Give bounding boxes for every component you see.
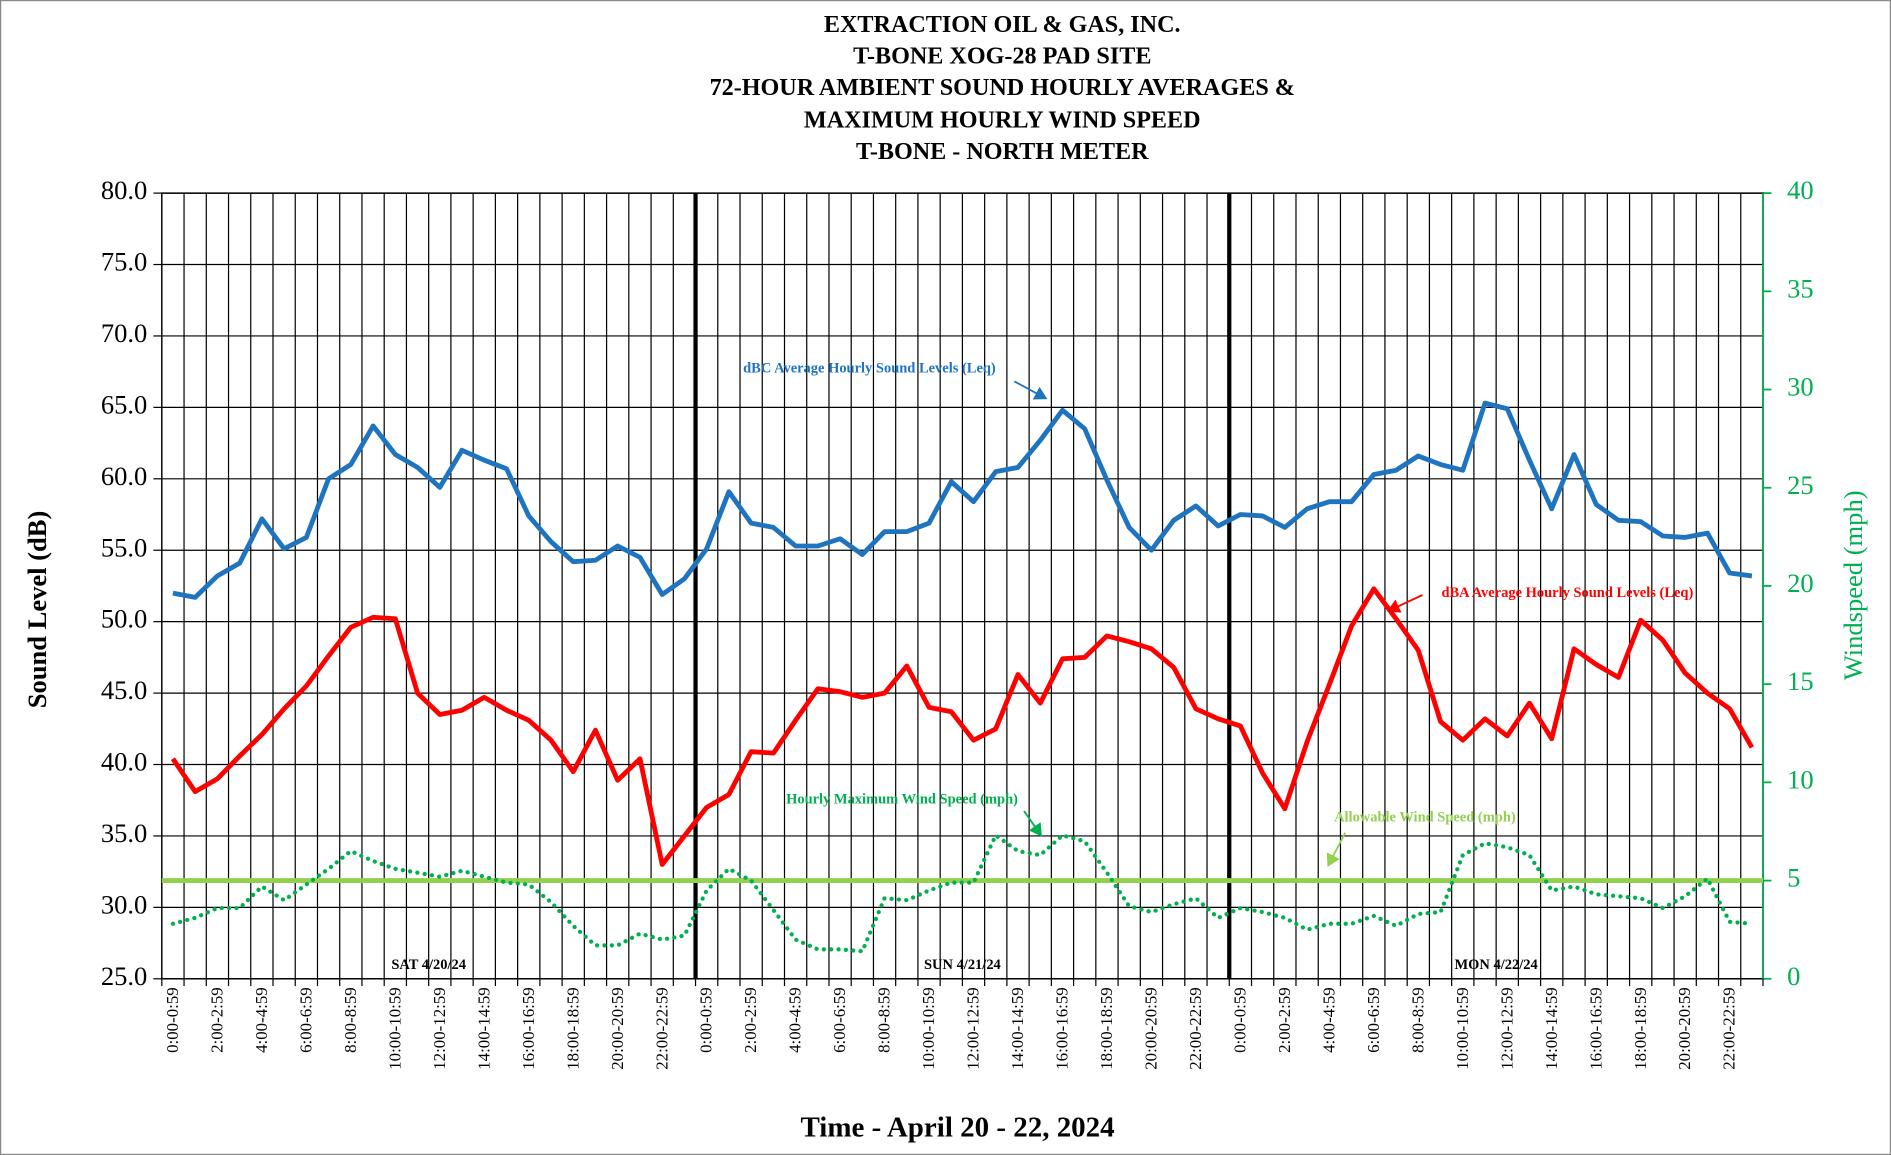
x-tick-label: 4:00-4:59 bbox=[786, 987, 805, 1053]
x-tick-label: 16:00-16:59 bbox=[519, 987, 538, 1070]
x-tick-label: 22:00-22:59 bbox=[1720, 987, 1739, 1070]
x-tick-label: 4:00-4:59 bbox=[252, 987, 271, 1053]
x-tick-label: 20:00-20:59 bbox=[608, 987, 627, 1070]
annotation-arrow bbox=[1013, 380, 1048, 400]
chart-title: EXTRACTION OIL & GAS, INC. bbox=[824, 11, 1181, 38]
x-tick-label: 18:00-18:59 bbox=[1097, 987, 1116, 1070]
x-tick-label: 4:00-4:59 bbox=[1319, 987, 1338, 1053]
annotation-arrow bbox=[1387, 594, 1423, 613]
x-tick-label: 20:00-20:59 bbox=[1675, 987, 1694, 1070]
y2-tick-label: 10 bbox=[1787, 764, 1814, 794]
x-tick-label: 18:00-18:59 bbox=[1631, 987, 1650, 1070]
x-tick-label: 10:00-10:59 bbox=[919, 987, 938, 1070]
annotation: Allowable Wind Speed (mph) bbox=[1334, 810, 1516, 826]
y2-tick-label: 25 bbox=[1787, 470, 1814, 500]
y2-tick-label: 20 bbox=[1787, 568, 1814, 598]
x-tick-label: 20:00-20:59 bbox=[1142, 987, 1161, 1070]
x-tick-label: 8:00-8:59 bbox=[1408, 987, 1427, 1053]
y2-tick-label: 0 bbox=[1787, 961, 1800, 991]
series-line bbox=[170, 833, 1755, 954]
y2-tick-label: 35 bbox=[1787, 273, 1814, 303]
annotation: Hourly Maximum Wind Speed (mph) bbox=[786, 792, 1018, 808]
day-label: SUN 4/21/24 bbox=[924, 957, 1001, 973]
y2-axis-title: Windspeed (mph) bbox=[1838, 490, 1868, 680]
y-tick-label: 75.0 bbox=[101, 247, 147, 277]
y2-tick-label: 5 bbox=[1787, 863, 1800, 893]
x-tick-label: 2:00-2:59 bbox=[1275, 987, 1294, 1053]
chart-title: 72-HOUR AMBIENT SOUND HOURLY AVERAGES & bbox=[710, 74, 1295, 101]
y-tick-label: 80.0 bbox=[101, 175, 147, 205]
x-tick-label: 16:00-16:59 bbox=[1586, 987, 1605, 1070]
y-tick-label: 60.0 bbox=[101, 461, 147, 491]
x-tick-label: 6:00-6:59 bbox=[830, 987, 849, 1053]
series-line bbox=[172, 400, 1753, 600]
y-tick-label: 35.0 bbox=[101, 818, 147, 848]
x-tick-label: 2:00-2:59 bbox=[207, 987, 226, 1053]
chart-title: MAXIMUM HOURLY WIND SPEED bbox=[804, 106, 1201, 133]
x-tick-label: 0:00-0:59 bbox=[163, 987, 182, 1053]
y-tick-label: 55.0 bbox=[101, 532, 147, 562]
x-tick-label: 12:00-12:59 bbox=[1497, 987, 1516, 1070]
x-tick-label: 0:00-0:59 bbox=[697, 987, 716, 1053]
x-tick-label: 10:00-10:59 bbox=[1453, 987, 1472, 1070]
x-tick-label: 14:00-14:59 bbox=[1542, 987, 1561, 1070]
x-axis-title: Time - April 20 - 22, 2024 bbox=[800, 1111, 1114, 1143]
day-label: MON 4/22/24 bbox=[1455, 957, 1538, 973]
series-line bbox=[170, 586, 1754, 867]
y-tick-label: 65.0 bbox=[101, 389, 147, 419]
chart-title: T-BONE XOG-28 PAD SITE bbox=[853, 42, 1151, 69]
x-tick-label: 22:00-22:59 bbox=[1186, 987, 1205, 1070]
annotation: dBC Average Hourly Sound Levels (Leq) bbox=[743, 361, 996, 377]
x-tick-label: 22:00-22:59 bbox=[652, 987, 671, 1070]
y-tick-label: 30.0 bbox=[101, 889, 147, 919]
y-axis-title: Sound Level (dB) bbox=[22, 511, 52, 709]
y2-tick-label: 30 bbox=[1787, 372, 1814, 402]
annotation-arrow bbox=[1326, 832, 1346, 867]
x-tick-label: 14:00-14:59 bbox=[1008, 987, 1027, 1070]
y2-tick-label: 40 bbox=[1787, 175, 1814, 205]
x-tick-label: 8:00-8:59 bbox=[341, 987, 360, 1053]
x-tick-label: 8:00-8:59 bbox=[875, 987, 894, 1053]
x-tick-label: 12:00-12:59 bbox=[964, 987, 983, 1070]
y-tick-label: 45.0 bbox=[101, 675, 147, 705]
x-tick-label: 6:00-6:59 bbox=[296, 987, 315, 1053]
x-tick-label: 6:00-6:59 bbox=[1364, 987, 1383, 1053]
y-tick-label: 40.0 bbox=[101, 747, 147, 777]
x-tick-label: 16:00-16:59 bbox=[1053, 987, 1072, 1070]
annotation: dBA Average Hourly Sound Levels (Leq) bbox=[1441, 585, 1693, 601]
x-tick-label: 14:00-14:59 bbox=[474, 987, 493, 1070]
x-tick-label: 2:00-2:59 bbox=[741, 987, 760, 1053]
day-label: SAT 4/20/24 bbox=[391, 957, 466, 973]
chart-title: T-BONE - NORTH METER bbox=[856, 138, 1149, 165]
annotation-arrow bbox=[1023, 810, 1042, 837]
x-tick-label: 18:00-18:59 bbox=[563, 987, 582, 1070]
y-tick-label: 25.0 bbox=[101, 961, 147, 991]
y-tick-label: 50.0 bbox=[101, 604, 147, 634]
x-tick-label: 12:00-12:59 bbox=[430, 987, 449, 1070]
x-tick-label: 10:00-10:59 bbox=[385, 987, 404, 1070]
y-tick-label: 70.0 bbox=[101, 318, 147, 348]
x-tick-label: 0:00-0:59 bbox=[1230, 987, 1249, 1053]
y2-tick-label: 15 bbox=[1787, 666, 1814, 696]
